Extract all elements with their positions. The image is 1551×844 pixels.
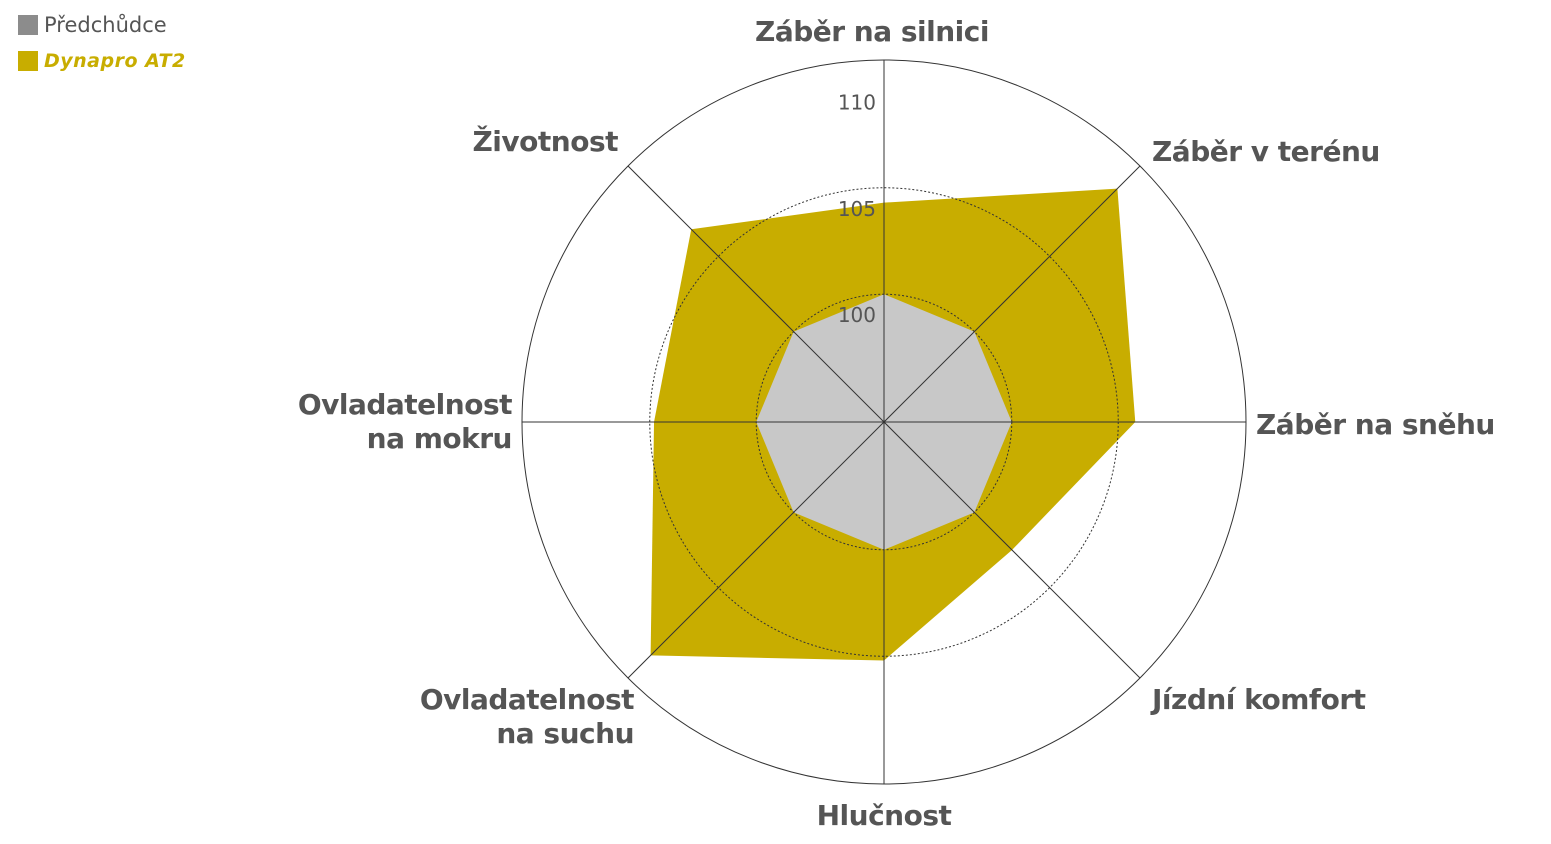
radial-tick-label: 110 xyxy=(838,90,876,114)
axis-label-line: Ovladatelnost xyxy=(297,388,513,421)
axis-label-line: Záběr na silnici xyxy=(755,15,989,48)
axis-label-line: na mokru xyxy=(366,422,513,455)
spoke-zaber-v-terenu xyxy=(883,165,1141,423)
legend-label-predchudce: Předchůdce xyxy=(44,13,167,37)
axis-label-line: Hlučnost xyxy=(816,799,952,832)
axis-label-line: Jízdní komfort xyxy=(1152,683,1366,716)
axis-label-ovladatelnost-na-suchu: Ovladatelnost na suchu xyxy=(419,683,635,751)
radial-tick-label: 105 xyxy=(838,197,876,221)
legend-item-dynapro: Dynapro AT2 xyxy=(18,50,186,72)
axis-label-ovladatelnost-na-mokru: Ovladatelnost na mokru xyxy=(297,388,513,456)
legend: Předchůdce Dynapro AT2 xyxy=(18,13,186,86)
spoke-jizdni-komfort xyxy=(883,421,1141,679)
spoke-ovladatelnost-na-suchu xyxy=(627,421,885,679)
axis-label-zaber-na-snehu: Záběr na sněhu xyxy=(1256,408,1495,442)
legend-label-dynapro: Dynapro AT2 xyxy=(44,50,186,72)
axis-label-zaber-v-terenu: Záběr v terénu xyxy=(1152,135,1380,169)
axis-label-line: na suchu xyxy=(496,717,634,750)
legend-swatch-predchudce xyxy=(18,15,38,35)
axis-label-zivotnost: Životnost xyxy=(473,125,619,159)
axis-label-zaber-na-silnici: Záběr na silnici xyxy=(755,15,989,49)
axis-label-line: Záběr na sněhu xyxy=(1256,408,1495,441)
spoke-zivotnost xyxy=(627,165,885,423)
axis-label-line: Životnost xyxy=(472,125,619,158)
axis-label-jizdni-komfort: Jízdní komfort xyxy=(1152,683,1366,717)
axis-label-line: Ovladatelnost xyxy=(419,683,635,716)
axis-label-hlucnost: Hlučnost xyxy=(817,799,952,833)
axis-label-line: Záběr v terénu xyxy=(1152,135,1380,168)
legend-swatch-dynapro xyxy=(18,51,38,71)
legend-item-predchudce: Předchůdce xyxy=(18,13,186,37)
radial-tick-label: 100 xyxy=(838,303,876,327)
